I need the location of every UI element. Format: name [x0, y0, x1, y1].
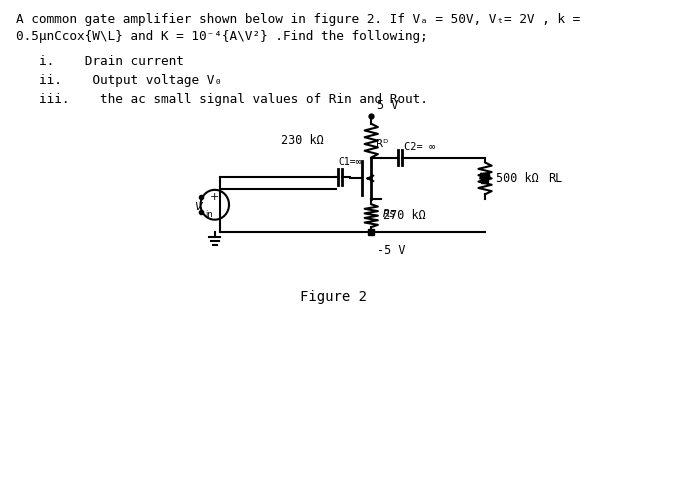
Text: Figure 2: Figure 2: [300, 290, 367, 304]
Text: Rs: Rs: [383, 209, 396, 219]
Text: 0.5μnCcox{W\L} and K = 10⁻⁴{A\V²} .Find the following;: 0.5μnCcox{W\L} and K = 10⁻⁴{A\V²} .Find …: [15, 30, 428, 43]
Text: ii.    Output voltage V₀: ii. Output voltage V₀: [39, 74, 223, 87]
Text: +: +: [210, 192, 219, 202]
Text: C2= ∞: C2= ∞: [405, 142, 435, 152]
Text: -5 V: -5 V: [377, 244, 405, 257]
Text: 230 kΩ: 230 kΩ: [281, 134, 324, 147]
Text: Rᴰ: Rᴰ: [376, 138, 388, 148]
Text: 500 kΩ: 500 kΩ: [496, 172, 539, 185]
Text: V: V: [194, 202, 202, 211]
Text: in: in: [205, 210, 213, 218]
Text: A common gate amplifier shown below in figure 2. If Vₐ = 50V, Vₜ= 2V , k =: A common gate amplifier shown below in f…: [15, 14, 580, 26]
Text: C1=∞: C1=∞: [338, 158, 362, 168]
Text: 5 V: 5 V: [377, 99, 398, 112]
Text: i.    Drain current: i. Drain current: [39, 55, 184, 68]
Text: RL: RL: [549, 172, 563, 185]
Text: 270 kΩ: 270 kΩ: [383, 209, 426, 222]
Text: iii.    the ac small signal values of Rin and Rout.: iii. the ac small signal values of Rin a…: [39, 93, 428, 106]
